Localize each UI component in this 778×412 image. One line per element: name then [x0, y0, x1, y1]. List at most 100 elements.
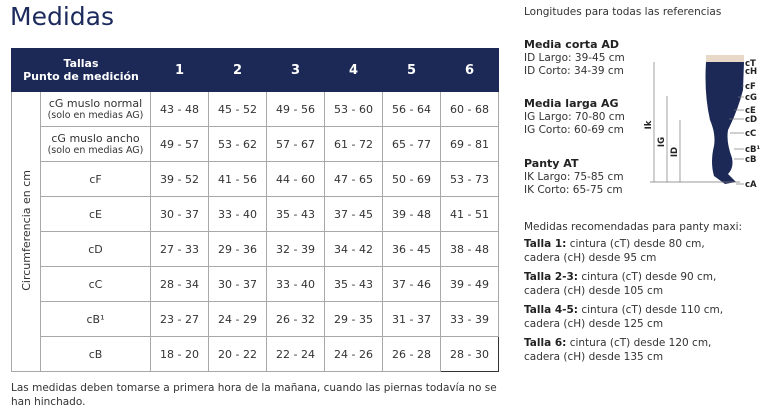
point-label: cC [745, 129, 756, 139]
recommended-item: Talla 4-5: cintura (cT) desde 110 cm, cad… [524, 304, 723, 331]
row-label: cG muslo normal (solo en medias AG) [40, 91, 151, 127]
leg [705, 62, 744, 184]
item-text: cintura (cT) desde 110 cm, [581, 304, 724, 316]
cell: 57 - 67 [266, 126, 325, 162]
group-name: Media larga AG [524, 97, 619, 110]
recommended-item: Talla 6: cintura (cT) desde 120 cm, cader… [524, 337, 711, 364]
title: Medidas [10, 2, 114, 31]
cell: 33 - 40 [208, 196, 267, 232]
row-label: cC [40, 266, 151, 302]
row-label-text: cC [88, 277, 103, 291]
point-label: cT [745, 59, 756, 69]
cell: 20 - 22 [208, 336, 267, 372]
cell: 41 - 51 [440, 196, 499, 232]
cell: 39 - 52 [150, 161, 209, 197]
cell: 43 - 48 [150, 91, 209, 127]
size-table: Tallas Punto de medición 1 2 3 4 5 6 Circumferen… [11, 48, 499, 372]
cell: 30 - 37 [208, 266, 267, 302]
row-label-text: (solo en medias AG) [47, 110, 144, 121]
row: cB 18 - 20 20 - 22 22 - 24 24 - 26 26 - 28 28 … [12, 336, 499, 372]
recommended-title: Medidas recomendadas para panty maxi: [524, 221, 743, 233]
corner-text: Punto de medición [23, 70, 139, 83]
row-label-text: cB¹ [86, 312, 105, 326]
item-text: cintura (cT) desde 120 cm, [569, 337, 712, 349]
row-label: cF [40, 161, 151, 197]
row-label: cE [40, 196, 151, 232]
group-line: IK Corto: 65-75 cm [524, 184, 623, 196]
cell: 41 - 56 [208, 161, 267, 197]
cell: 49 - 56 [266, 91, 325, 127]
cell: 33 - 39 [440, 301, 499, 337]
item-line: Talla 4-5: cintura (cT) desde 110 cm, [524, 304, 723, 318]
row-label: cG muslo ancho (solo en medias AG) [40, 126, 151, 162]
group-line: IG Corto: 60-69 cm [524, 124, 624, 136]
item-line: Talla 2-3: cintura (cT) desde 90 cm, [524, 271, 716, 285]
item-size: Talla 2-3: [524, 271, 579, 283]
skin [706, 55, 744, 63]
cell: 69 - 81 [440, 126, 499, 162]
cell: 35 - 43 [266, 196, 325, 232]
row: cB¹ 23 - 27 24 - 29 26 - 32 29 - 35 31 - 37 33… [12, 301, 499, 337]
footnote: Las medidas deben tomarse a primera hora… [11, 382, 497, 408]
lengths-title: Longitudes para todas las referencias [524, 6, 722, 18]
row: cC 28 - 34 30 - 37 33 - 40 35 - 43 37 - 46 39 … [12, 266, 499, 302]
item-line: cadera (cH) desde 105 cm [524, 284, 664, 297]
point-label: cB¹ [745, 145, 761, 155]
size-header: 4 [324, 48, 383, 92]
cell: 32 - 39 [266, 231, 325, 267]
guides [650, 62, 740, 183]
item-size: Talla 1: [524, 238, 567, 250]
cell: 37 - 45 [324, 196, 383, 232]
row-label-text: cG muslo normal [48, 97, 143, 110]
recommended-item: Talla 2-3: cintura (cT) desde 90 cm, cade… [524, 271, 716, 298]
side-label: Circumferencia en cm [19, 169, 33, 291]
cell: 23 - 27 [150, 301, 209, 337]
cell: 44 - 60 [266, 161, 325, 197]
point-label: cE [745, 106, 756, 116]
size-header: 3 [266, 48, 325, 92]
cell: 22 - 24 [266, 336, 325, 372]
cell: 29 - 36 [208, 231, 267, 267]
row: cF 39 - 52 41 - 56 44 - 60 47 - 65 50 - 69 53 … [12, 161, 499, 197]
group-line: ID Largo: 39-45 cm [524, 51, 625, 64]
cell: 26 - 32 [266, 301, 325, 337]
cell: 53 - 60 [324, 91, 383, 127]
row-label-text: cD [88, 242, 103, 256]
item-line: cadera (cH) desde 125 cm [524, 317, 664, 330]
cell: 24 - 29 [208, 301, 267, 337]
cell: 60 - 68 [440, 91, 499, 127]
cell: 47 - 65 [324, 161, 383, 197]
size-header: 6 [440, 48, 499, 92]
cell: 34 - 42 [324, 231, 383, 267]
row-label-text: cB [88, 347, 103, 361]
corner-text: Tallas [63, 57, 99, 70]
cell: 24 - 26 [324, 336, 383, 372]
cell: 35 - 43 [324, 266, 383, 302]
row-label: cB [40, 336, 151, 372]
header-row: Tallas Punto de medición 1 2 3 4 5 6 [11, 48, 499, 92]
length-group: Media corta AD ID Largo: 39-45 cm ID Corto… [524, 38, 625, 79]
point-label: cF [745, 82, 756, 92]
cell: 31 - 37 [382, 301, 441, 337]
cell: 30 - 37 [150, 196, 209, 232]
size-header: 1 [150, 48, 209, 92]
cell: 18 - 20 [150, 336, 209, 372]
row: Circumferencia en cm cG muslo normal (solo… [11, 91, 499, 372]
item-line: Talla 6: cintura (cT) desde 120 cm, [524, 337, 711, 351]
cell: 28 - 34 [150, 266, 209, 302]
row-label: cD [40, 231, 151, 267]
cell: 38 - 48 [440, 231, 499, 267]
group-name: Media corta AD [524, 38, 619, 51]
cell: 29 - 35 [324, 301, 383, 337]
point-label: cD [745, 115, 757, 125]
length-label: IG [657, 137, 667, 147]
item-line: cadera (cH) desde 135 cm [524, 350, 664, 363]
row: cE 30 - 37 33 - 40 35 - 43 37 - 45 39 - 48 41 … [12, 196, 499, 232]
item-line: Talla 1: cintura (cT) desde 80 cm, [524, 238, 705, 252]
point-label: cA [745, 180, 757, 190]
corner: Tallas Punto de medición [11, 48, 151, 92]
item-line: cadera (cH) desde 95 cm [524, 251, 657, 264]
row-label-text: cF [89, 172, 102, 186]
cell: 61 - 72 [324, 126, 383, 162]
